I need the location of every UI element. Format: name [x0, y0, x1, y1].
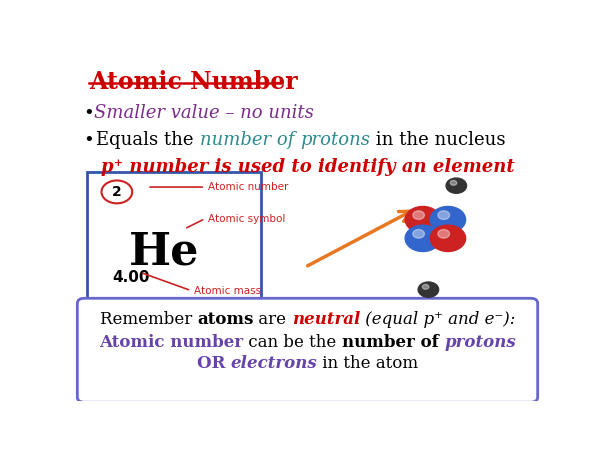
Text: in the nucleus: in the nucleus [370, 131, 505, 149]
Text: Equals the: Equals the [97, 131, 200, 149]
Circle shape [422, 284, 429, 289]
FancyBboxPatch shape [77, 298, 538, 402]
Text: Smaller value – no units: Smaller value – no units [94, 104, 313, 122]
Text: protons: protons [300, 131, 370, 149]
Circle shape [405, 225, 440, 252]
Text: protons: protons [444, 333, 516, 351]
Text: (equal p⁺ and e⁻):: (equal p⁺ and e⁻): [360, 311, 515, 328]
Text: He: He [128, 231, 199, 274]
Text: electrons: electrons [230, 356, 317, 373]
Text: •: • [83, 131, 94, 149]
Text: OR: OR [197, 356, 230, 373]
FancyBboxPatch shape [86, 172, 261, 298]
Text: are: are [253, 311, 292, 328]
Text: Atomic number: Atomic number [99, 333, 243, 351]
Text: Remember: Remember [100, 311, 197, 328]
Text: number of: number of [200, 131, 300, 149]
Circle shape [405, 207, 440, 233]
Text: in the atom: in the atom [317, 356, 419, 373]
Circle shape [418, 282, 439, 297]
Circle shape [413, 211, 424, 220]
Text: Atomic Number: Atomic Number [89, 70, 298, 94]
Text: Atomic symbol: Atomic symbol [208, 214, 285, 224]
Text: Atomic number: Atomic number [208, 182, 288, 192]
Circle shape [413, 230, 424, 238]
Circle shape [101, 180, 132, 203]
Circle shape [450, 180, 457, 185]
Text: •: • [83, 104, 94, 122]
Text: Atomic mass: Atomic mass [194, 286, 260, 296]
Text: p⁺ number is used to identify an element: p⁺ number is used to identify an element [101, 158, 514, 176]
Circle shape [438, 211, 449, 220]
Text: 2: 2 [112, 185, 122, 199]
Circle shape [430, 207, 466, 233]
Text: number of: number of [341, 333, 444, 351]
Circle shape [438, 230, 449, 238]
Circle shape [446, 178, 467, 194]
Circle shape [430, 225, 466, 252]
Text: neutral: neutral [292, 311, 360, 328]
Text: can be the: can be the [243, 333, 341, 351]
Text: 4.00: 4.00 [112, 270, 150, 285]
Text: atoms: atoms [197, 311, 253, 328]
